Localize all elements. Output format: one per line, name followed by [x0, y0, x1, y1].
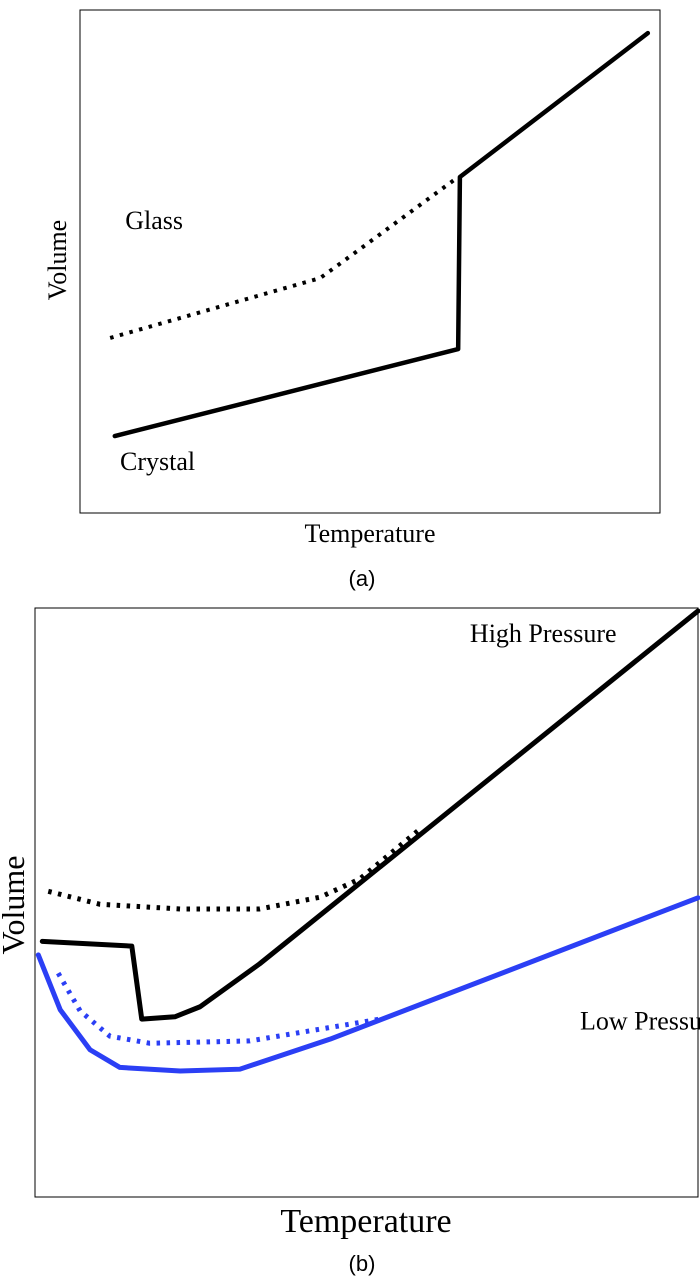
plot-frame-a — [79, 9, 661, 514]
series-line-b-1-solid — [39, 608, 700, 1022]
series-line-b-2-dotted — [56, 971, 381, 1046]
panel-label-b: (b) — [349, 1251, 376, 1276]
annotation-low-pressure: Low Pressure — [580, 1007, 700, 1036]
y-axis-label-b: Volume — [0, 856, 31, 955]
panel-a: Glass Crystal Volume Temperature (a) — [43, 9, 661, 591]
x-axis-label-b: Temperature — [280, 1203, 451, 1240]
annotation-high-pressure: High Pressure — [470, 619, 617, 648]
series-group-a — [109, 30, 651, 439]
series-line-a-1-solid — [112, 30, 651, 439]
series-line-b-3-solid — [35, 895, 700, 1074]
panel-b: High Pressure Low Pressure Volume Temper… — [0, 607, 700, 1276]
series-group-b — [35, 608, 700, 1074]
annotation-crystal: Crystal — [120, 447, 195, 476]
y-axis-label-a: Volume — [43, 220, 72, 300]
series-line-b-0-dotted — [47, 826, 422, 912]
panel-label-a: (a) — [349, 566, 376, 591]
series-line-a-0-dotted — [109, 175, 460, 340]
plot-frame-b — [34, 607, 699, 1198]
annotation-glass: Glass — [125, 206, 183, 235]
x-axis-label-a: Temperature — [305, 519, 436, 548]
